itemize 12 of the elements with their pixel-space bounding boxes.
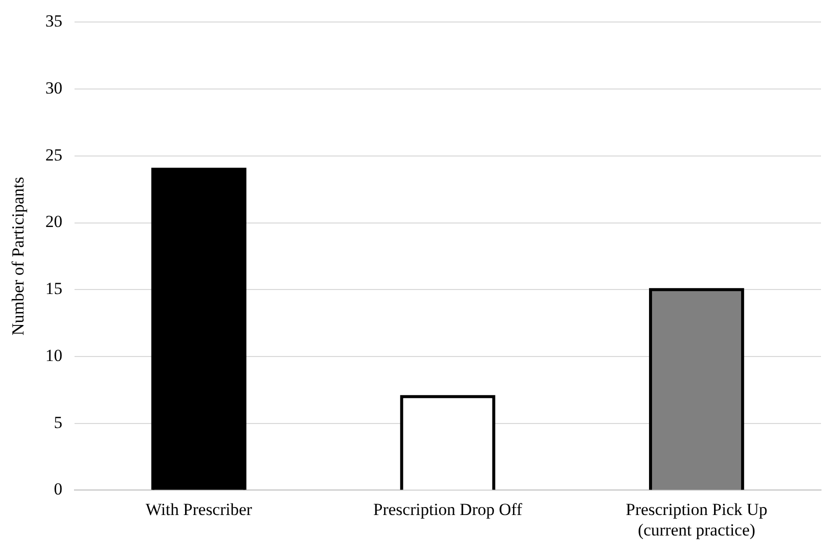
x-tick-label: Prescription Pick Up (current practice) — [626, 500, 768, 540]
x-tick-label: With Prescriber — [146, 500, 252, 519]
y-tick-label: 10 — [45, 346, 62, 365]
y-tick-label: 30 — [45, 78, 62, 98]
y-tick-label: 25 — [45, 145, 62, 164]
x-tick-label: Prescription Drop Off — [373, 500, 522, 519]
y-tick-label: 0 — [54, 480, 62, 499]
y-tick-label: 5 — [54, 412, 62, 432]
y-tick-label: 15 — [45, 279, 62, 298]
y-axis-title: Number of Participants — [8, 176, 28, 336]
y-tick-label: 20 — [45, 212, 62, 232]
y-tick-label: 35 — [45, 12, 62, 31]
